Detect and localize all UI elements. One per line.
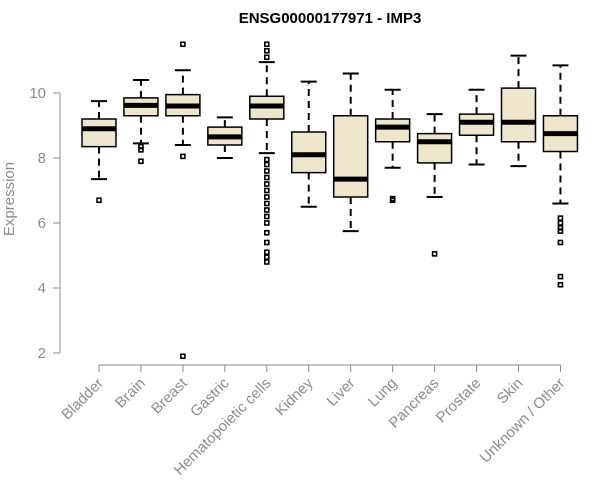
outlier-point xyxy=(557,281,564,288)
y-axis: 2 4 6 8 10 xyxy=(29,85,61,362)
box-unknown-other xyxy=(542,64,579,288)
outlier-point xyxy=(263,213,270,220)
y-tick-label: 6 xyxy=(38,215,46,232)
outlier-point xyxy=(263,181,270,187)
y-tick-label: 10 xyxy=(29,85,46,102)
outlier-point xyxy=(263,168,270,174)
chart-title: ENSG00000177971 - IMP3 xyxy=(239,10,422,27)
y-tick-label: 8 xyxy=(38,150,46,167)
outlier-point xyxy=(180,153,186,160)
box-prostate xyxy=(458,88,495,166)
outlier-point xyxy=(263,41,270,48)
iqr-box xyxy=(416,132,453,164)
x-tick-label: Kidney xyxy=(272,374,317,419)
outlier-point xyxy=(557,215,564,221)
y-axis-label: Expression xyxy=(1,162,18,236)
box-kidney xyxy=(291,80,327,208)
x-tick-label: Breast xyxy=(148,374,191,417)
outlier-point xyxy=(263,161,270,168)
outlier-point xyxy=(263,187,270,194)
box-skin xyxy=(500,54,537,168)
outlier-point xyxy=(263,259,270,265)
outlier-point xyxy=(263,47,270,54)
box-pancreas xyxy=(416,113,453,257)
outlier-point xyxy=(263,156,270,163)
box-lung xyxy=(374,88,411,204)
box-liver xyxy=(332,72,369,233)
outlier-point xyxy=(431,251,438,257)
x-tick-label: Liver xyxy=(324,375,359,410)
x-tick-label: Brain xyxy=(112,375,149,412)
outlier-point xyxy=(263,239,270,246)
outlier-point xyxy=(557,273,564,280)
outlier-point xyxy=(557,228,564,234)
box-gastric xyxy=(207,116,243,159)
iqr-box xyxy=(81,118,117,148)
box-hematopoietic-cells xyxy=(249,41,285,265)
outlier-point xyxy=(557,220,564,226)
x-tick-label: Prostate xyxy=(433,375,485,427)
y-tick-label: 4 xyxy=(38,280,46,297)
outlier-point xyxy=(180,41,186,48)
outlier-point xyxy=(263,220,270,226)
outlier-point xyxy=(263,174,270,181)
boxes-group xyxy=(81,41,579,360)
box-breast xyxy=(165,41,201,360)
outlier-point xyxy=(263,200,270,207)
outlier-point xyxy=(180,353,186,360)
x-tick-label: Skin xyxy=(494,375,527,408)
x-tick-label: Lung xyxy=(365,375,401,411)
y-tick-label: 2 xyxy=(38,345,46,362)
outlier-point xyxy=(389,197,396,204)
iqr-box xyxy=(500,87,537,143)
outlier-point xyxy=(96,197,102,204)
iqr-box xyxy=(374,118,411,143)
outlier-point xyxy=(138,158,144,165)
outlier-point xyxy=(138,147,144,153)
outlier-point xyxy=(557,239,564,246)
box-bladder xyxy=(81,100,117,204)
iqr-box xyxy=(332,115,369,198)
box-brain xyxy=(123,79,159,165)
outlier-point xyxy=(263,229,270,236)
outlier-point xyxy=(263,249,270,256)
outlier-point xyxy=(263,207,270,213)
outlier-point xyxy=(263,194,270,200)
outlier-point xyxy=(263,254,270,260)
x-tick-label: Bladder xyxy=(58,375,107,424)
outlier-point xyxy=(263,54,270,61)
